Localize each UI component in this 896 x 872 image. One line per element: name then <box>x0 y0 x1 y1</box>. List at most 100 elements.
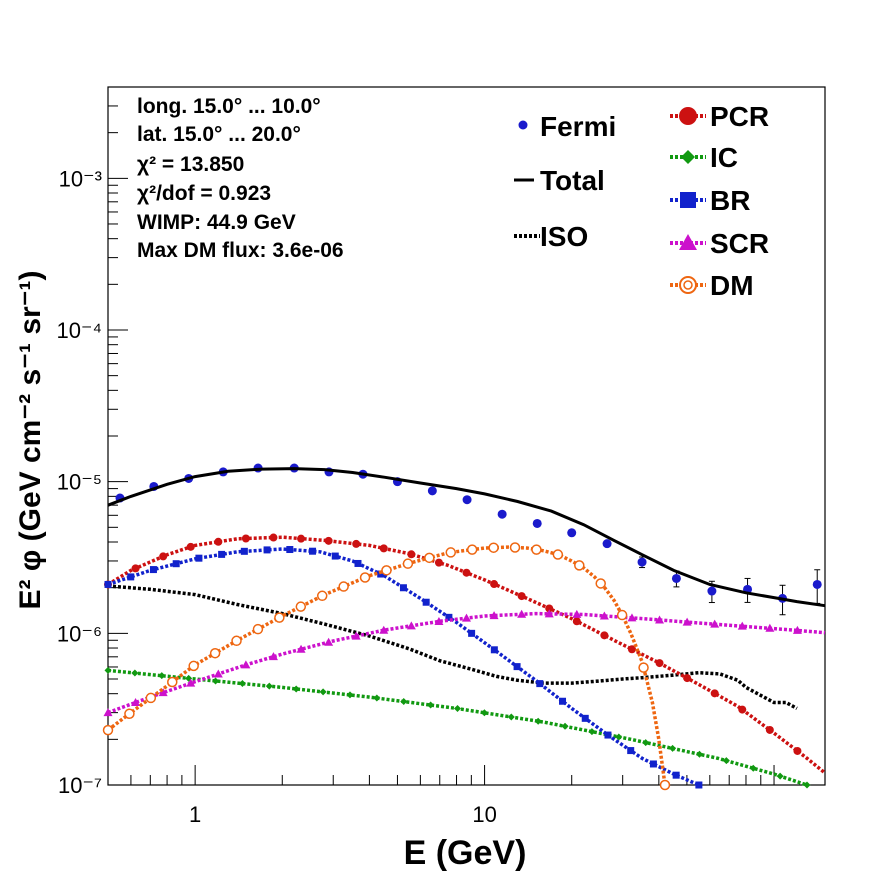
marker-pcr <box>490 580 499 589</box>
marker-pcr <box>352 539 361 548</box>
info-line: WIMP: 44.9 GeV <box>137 211 296 234</box>
legend-marker-dm-inner <box>683 280 693 290</box>
marker-ic <box>346 691 354 699</box>
marker-scr <box>710 619 720 628</box>
info-line: lat. 15.0° ... 20.0° <box>137 123 301 146</box>
marker-ic <box>507 713 515 721</box>
marker-br <box>490 646 498 654</box>
point-fermi <box>497 509 507 519</box>
marker-dm <box>509 542 521 553</box>
marker-br <box>581 714 589 722</box>
marker-br <box>354 559 362 567</box>
marker-pcr <box>269 533 278 542</box>
marker-dm <box>488 542 499 553</box>
marker-dm <box>424 552 435 564</box>
marker-pcr <box>517 592 526 601</box>
marker-scr <box>434 616 444 625</box>
marker-br <box>195 554 203 562</box>
marker-dm <box>445 547 457 558</box>
marker-dm <box>381 565 392 576</box>
marker-scr <box>517 609 527 618</box>
y-tick-label: 10⁻⁷ <box>58 773 102 798</box>
line-ic <box>107 668 808 787</box>
x-tick-label: 1 <box>189 802 201 827</box>
marker-br <box>331 552 339 560</box>
marker-ic <box>400 698 408 706</box>
marker-pcr <box>765 725 774 734</box>
marker-pcr <box>710 689 719 698</box>
point-fermi <box>637 557 647 567</box>
info-line: Max DM flux: 3.6e-06 <box>137 239 344 262</box>
marker-br <box>672 771 680 779</box>
x-axis-title: E (GeV) <box>404 834 527 872</box>
info-line: χ²/dof = 0.923 <box>137 182 271 205</box>
marker-scr <box>627 613 637 622</box>
marker-pcr <box>434 558 443 567</box>
marker-pcr <box>572 617 581 626</box>
marker-dm <box>531 544 542 555</box>
marker-pcr <box>214 537 223 546</box>
y-tick-label: 10⁻³ <box>59 166 102 191</box>
marker-scr <box>158 688 168 697</box>
marker-pcr <box>186 542 195 551</box>
marker-dm <box>402 558 414 569</box>
line-iso <box>107 584 798 710</box>
marker-dm <box>167 676 178 688</box>
legend-label-fermi: Fermi <box>540 111 616 142</box>
info-box: long. 15.0° ... 10.0° lat. 15.0° ... 20.… <box>137 95 344 262</box>
marker-scr <box>213 669 223 678</box>
marker-br <box>445 613 453 621</box>
marker-scr <box>655 615 665 624</box>
legend-marker-ic <box>681 150 695 164</box>
legend-left: Fermi Total ISO <box>514 111 616 252</box>
marker-br <box>104 580 112 588</box>
marker-scr <box>379 625 389 634</box>
legend-label-ic: IC <box>710 142 738 173</box>
marker-dm <box>616 609 628 621</box>
legend-marker-br <box>680 192 696 208</box>
marker-dm <box>316 590 328 602</box>
legend-label-dm: DM <box>710 270 754 301</box>
marker-ic <box>669 744 677 752</box>
marker-br <box>604 731 612 739</box>
marker-br <box>218 550 226 558</box>
marker-ic <box>642 739 650 747</box>
info-line: long. 15.0° ... 10.0° <box>137 95 321 118</box>
point-fermi <box>707 586 717 596</box>
point-fermi <box>427 486 437 496</box>
legend-marker-dm <box>679 276 697 294</box>
legend-label-pcr: PCR <box>710 101 769 132</box>
marker-br <box>513 663 521 671</box>
marker-scr <box>103 708 113 717</box>
y-tick-label: 10⁻⁴ <box>56 318 102 343</box>
marker-scr <box>406 621 416 630</box>
marker-ic <box>480 709 488 717</box>
marker-pcr <box>407 550 416 559</box>
line-scr <box>107 611 826 715</box>
marker-dm <box>209 647 221 659</box>
line-br <box>107 547 700 787</box>
marker-pcr <box>324 536 333 545</box>
marker-ic <box>212 677 220 685</box>
legend-label-br: BR <box>710 185 750 216</box>
point-fermi <box>532 518 542 528</box>
marker-pcr <box>793 746 802 755</box>
legend-label-total: Total <box>540 165 605 196</box>
point-fermi <box>567 528 577 538</box>
marker-ic <box>373 694 381 702</box>
marker-br <box>649 760 657 768</box>
marker-dm <box>595 578 606 589</box>
marker-ic <box>615 733 623 741</box>
legend-label-iso: ISO <box>540 221 588 252</box>
marker-pcr <box>379 544 388 553</box>
y-axis-title: E² φ (GeV cm⁻² s⁻¹ sr⁻¹) <box>14 270 47 609</box>
marker-scr <box>489 611 499 620</box>
marker-br <box>399 584 407 592</box>
marker-br <box>422 598 430 606</box>
legend-right: PCR IC BR SCR DM <box>670 101 769 301</box>
marker-br <box>627 747 635 755</box>
marker-ic <box>427 701 435 709</box>
marker-br <box>695 781 703 789</box>
marker-pcr <box>655 659 664 668</box>
point-fermi <box>462 495 472 505</box>
